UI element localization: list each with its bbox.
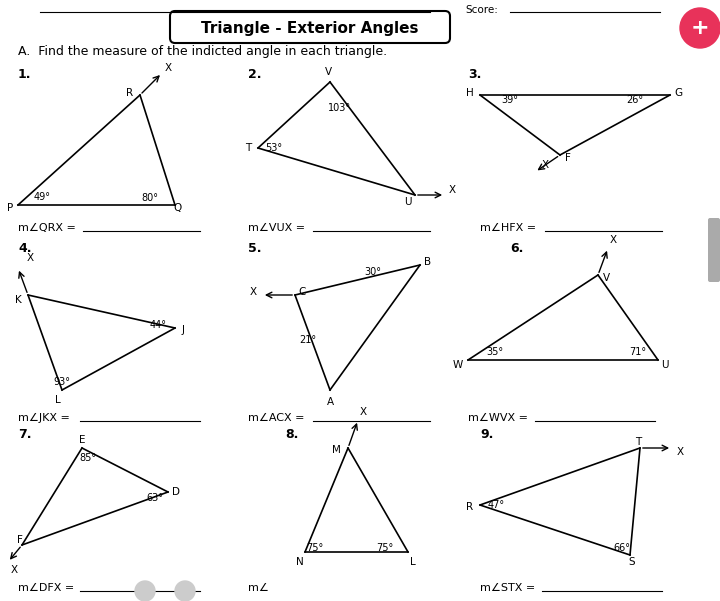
Text: 80°: 80° (142, 193, 158, 203)
Text: A.  Find the measure of the indicted angle in each triangle.: A. Find the measure of the indicted angl… (18, 46, 387, 58)
Text: T: T (635, 437, 641, 447)
Text: E: E (78, 435, 85, 445)
Text: 2.: 2. (248, 69, 261, 82)
FancyBboxPatch shape (708, 218, 720, 282)
Text: Triangle - Exterior Angles: Triangle - Exterior Angles (202, 20, 419, 35)
Text: 85°: 85° (79, 453, 96, 463)
Text: m∠STX =: m∠STX = (480, 583, 535, 593)
Text: 44°: 44° (150, 320, 166, 330)
Text: X: X (359, 407, 366, 417)
Circle shape (680, 8, 720, 48)
Text: B: B (424, 257, 431, 267)
Text: 35°: 35° (487, 347, 503, 357)
Text: H: H (466, 88, 474, 98)
Text: X: X (609, 235, 616, 245)
Text: m∠ACX =: m∠ACX = (248, 413, 305, 423)
Text: N: N (296, 557, 304, 567)
Text: 93°: 93° (53, 377, 71, 387)
Text: 66°: 66° (613, 543, 631, 553)
Text: X: X (449, 185, 456, 195)
Text: X: X (164, 63, 171, 73)
Text: 47°: 47° (487, 500, 505, 510)
Text: 8.: 8. (285, 429, 298, 442)
Text: T: T (245, 143, 251, 153)
Text: F: F (17, 535, 23, 545)
Circle shape (135, 581, 155, 601)
Text: 75°: 75° (377, 543, 394, 553)
Text: 75°: 75° (307, 543, 323, 553)
Text: S: S (629, 557, 635, 567)
Text: m∠JKX =: m∠JKX = (18, 413, 70, 423)
Text: L: L (55, 395, 61, 405)
FancyBboxPatch shape (170, 11, 450, 43)
Text: G: G (674, 88, 682, 98)
Text: A: A (326, 397, 333, 407)
Text: X: X (27, 253, 34, 263)
Text: L: L (410, 557, 416, 567)
Text: V: V (603, 273, 610, 283)
Text: J: J (181, 325, 184, 335)
Text: 71°: 71° (629, 347, 647, 357)
Text: P: P (7, 203, 13, 213)
Text: X: X (541, 160, 549, 170)
Text: m∠HFX =: m∠HFX = (480, 223, 536, 233)
Text: +: + (690, 18, 709, 38)
Text: D: D (172, 487, 180, 497)
Text: 7.: 7. (18, 429, 32, 442)
Text: K: K (14, 295, 22, 305)
Text: W: W (453, 360, 463, 370)
Text: 4.: 4. (18, 242, 32, 254)
Text: X: X (10, 565, 17, 575)
Text: 9.: 9. (480, 429, 493, 442)
Text: 39°: 39° (502, 95, 518, 105)
Text: 6.: 6. (510, 242, 523, 254)
Text: X: X (249, 287, 256, 297)
Text: C: C (298, 287, 306, 297)
Text: Q: Q (174, 203, 182, 213)
Text: 30°: 30° (364, 267, 382, 277)
Text: m∠WVX =: m∠WVX = (468, 413, 528, 423)
Circle shape (175, 581, 195, 601)
Text: 103°: 103° (328, 103, 351, 113)
Text: 53°: 53° (266, 143, 282, 153)
Text: m∠DFX =: m∠DFX = (18, 583, 74, 593)
Text: M: M (332, 445, 341, 455)
Text: X: X (676, 447, 683, 457)
Text: R: R (467, 502, 474, 512)
Text: 63°: 63° (146, 493, 163, 503)
Text: U: U (661, 360, 669, 370)
Text: F: F (565, 153, 571, 163)
Text: m∠: m∠ (248, 583, 269, 593)
Text: Score:: Score: (465, 5, 498, 15)
Text: 21°: 21° (300, 335, 317, 345)
Text: 49°: 49° (34, 192, 50, 202)
Text: 1.: 1. (18, 69, 32, 82)
Text: 26°: 26° (626, 95, 644, 105)
Text: m∠VUX =: m∠VUX = (248, 223, 305, 233)
Text: 3.: 3. (468, 69, 482, 82)
Text: R: R (127, 88, 134, 98)
Text: 5.: 5. (248, 242, 261, 254)
Text: V: V (325, 67, 332, 77)
Text: m∠QRX =: m∠QRX = (18, 223, 76, 233)
Text: U: U (404, 197, 412, 207)
